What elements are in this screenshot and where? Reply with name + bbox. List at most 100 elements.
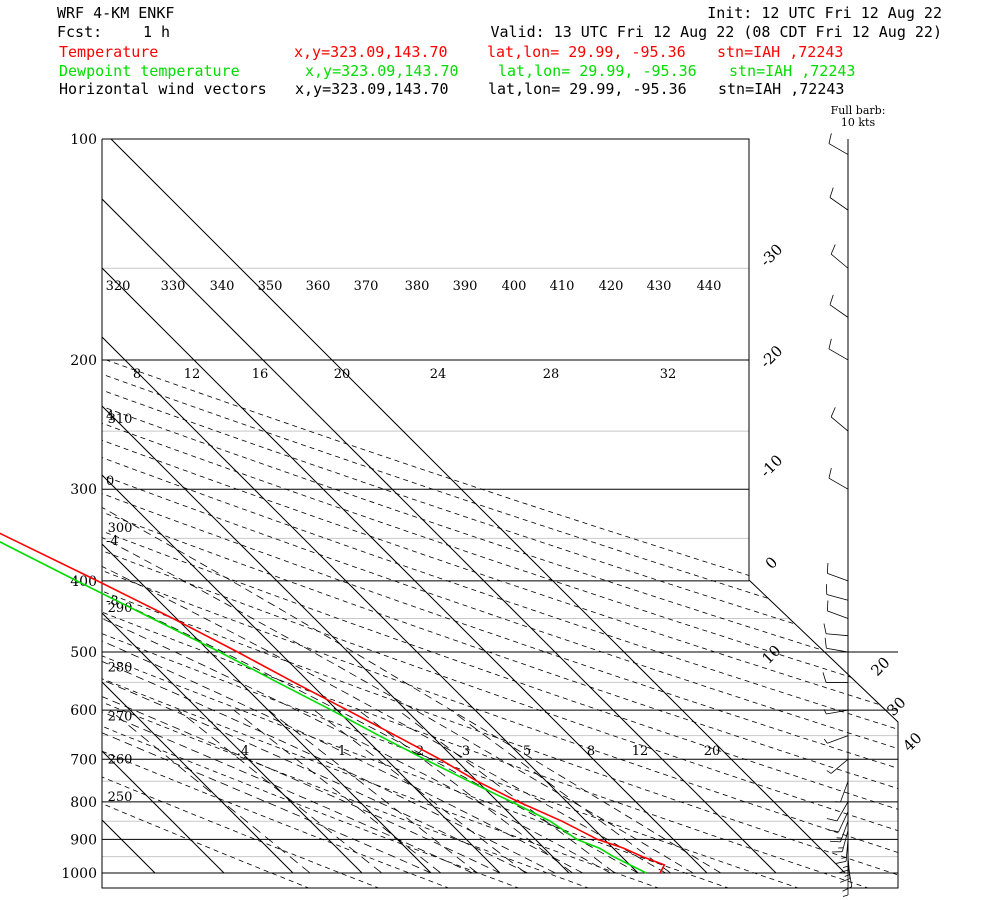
background-grid: [101, 138, 899, 889]
pressure-tick-label: 900: [70, 832, 97, 848]
isotherm-label: 0: [762, 553, 781, 572]
pressure-tick-label: 600: [70, 703, 97, 719]
dry-adiabat: [102, 139, 870, 888]
clipped-grid: [102, 139, 898, 888]
isotherm: [110, 139, 846, 874]
pressure-tick-label: 300: [70, 482, 97, 498]
mixing-ratio-label: 2: [416, 744, 424, 759]
mixing-ratio-line: [397, 709, 616, 874]
wind-barb: [823, 735, 849, 744]
legend-row-wind: Horizontal wind vectors x,y=323.09,143.7…: [59, 80, 844, 98]
isotherm-label: -20: [757, 342, 787, 372]
wind-barb: [829, 187, 849, 211]
isotherm: [102, 139, 570, 874]
dry-adiabat: [102, 139, 311, 888]
isotherm-label: 40: [899, 729, 925, 755]
isotherm: [102, 139, 777, 874]
wind-barb: [828, 338, 849, 361]
theta-label: 380: [405, 279, 430, 294]
wind-barb: [828, 467, 849, 490]
temperature-edge-label: 4: [106, 409, 114, 424]
dry-adiabat: [102, 139, 898, 888]
theta-label: 440: [697, 279, 722, 294]
temperature-edge-label: -4: [106, 534, 119, 549]
dry-adiabat: [102, 139, 661, 888]
mixing-ratio-line: [313, 709, 526, 874]
theta-label: 350: [258, 279, 283, 294]
theta-label: 340: [210, 279, 235, 294]
wind-barb: [837, 848, 849, 874]
theta-label: 270: [108, 709, 133, 724]
legend-station: stn=IAH ,72243: [718, 80, 844, 98]
wind-barb: [824, 637, 849, 653]
dry-adiabat: [102, 139, 898, 888]
isotherm: [102, 139, 708, 874]
dry-adiabat: [102, 139, 898, 888]
isotherm-label: 30: [883, 693, 909, 719]
valid-time: Valid: 13 UTC Fri 12 Aug 22 (08 CDT Fri …: [490, 23, 942, 41]
wind-barb: [830, 821, 849, 843]
dry-adiabat: [102, 139, 898, 888]
isotherm: [102, 139, 363, 874]
moist-adiabat: [102, 359, 694, 874]
wind-barb: [831, 830, 849, 853]
legend-label: Dewpoint temperature: [59, 62, 240, 80]
wind-barb: [823, 709, 849, 715]
wind-barb: [828, 133, 849, 155]
wind-barb: [829, 294, 849, 318]
profile-dewpoint-temperature: [0, 541, 647, 874]
wind-barb: [842, 864, 853, 892]
pressure-tick-label: 400: [70, 574, 97, 590]
legend-row-dewpoint: Dewpoint temperature x,y=323.09,143.70 l…: [59, 62, 855, 80]
mixing-ratio-label: 5: [523, 744, 531, 759]
isotherm-label: 20: [867, 654, 893, 680]
theta-label: 430: [647, 279, 672, 294]
theta-label: 260: [108, 752, 133, 767]
barb-legend-line1: Full barb:: [831, 104, 886, 117]
wind-barb: [823, 623, 849, 637]
dry-adiabat: [102, 139, 898, 888]
forecast-label: Fcst:: [57, 23, 102, 41]
theta-e-label: 12: [184, 367, 201, 382]
legend-station: stn=IAH ,72243: [729, 62, 855, 80]
wind-barbs: [822, 133, 853, 897]
barb-legend: Full barb: 10 kts: [831, 104, 886, 129]
grid-labels: 1002003004005006007008009001000-100-90-8…: [61, 132, 925, 882]
theta-label: 280: [108, 660, 133, 675]
wind-barb: [826, 562, 849, 582]
wind-barb: [842, 873, 849, 897]
mixing-ratio-line: [109, 709, 311, 874]
isotherm: [102, 139, 639, 874]
legend-label: Temperature: [59, 43, 158, 61]
theta-label: 310: [108, 412, 133, 427]
legend-coords: x,y=323.09,143.70: [295, 80, 449, 98]
dry-adiabat: [102, 139, 800, 888]
isotherm-label: -30: [757, 240, 787, 270]
chart-header: WRF 4-KM ENKF Init: 12 UTC Fri 12 Aug 22…: [57, 4, 942, 98]
dry-adiabat: [102, 139, 898, 888]
wind-barb: [835, 839, 849, 864]
forecast-hours: 1 h: [143, 23, 170, 41]
legend-station: stn=IAH ,72243: [717, 43, 843, 61]
moist-adiabat: [102, 417, 528, 874]
legend-row-temperature: Temperature x,y=323.09,143.70 lat,lon= 2…: [59, 43, 843, 61]
theta-label: 300: [108, 521, 133, 536]
dry-adiabat: [102, 139, 898, 888]
pressure-tick-label: 200: [70, 353, 97, 369]
pressure-tick-label: 1000: [61, 866, 97, 882]
dry-adiabat: [102, 139, 898, 888]
model-title: WRF 4-KM ENKF: [57, 4, 174, 22]
dry-adiabat: [102, 139, 898, 888]
wind-barb: [826, 758, 849, 774]
dry-adiabat: [102, 139, 731, 888]
wind-barb: [830, 407, 849, 432]
mixing-ratio-line: [177, 709, 383, 874]
dry-adiabat: [102, 139, 898, 888]
theta-e-label: 24: [430, 367, 447, 382]
theta-label: 320: [106, 279, 131, 294]
wind-barb: [828, 811, 849, 833]
dry-adiabat: [102, 139, 591, 888]
mixing-ratio-line: [450, 709, 671, 874]
moist-adiabat: [102, 478, 473, 874]
moist-adiabat: [102, 389, 556, 874]
